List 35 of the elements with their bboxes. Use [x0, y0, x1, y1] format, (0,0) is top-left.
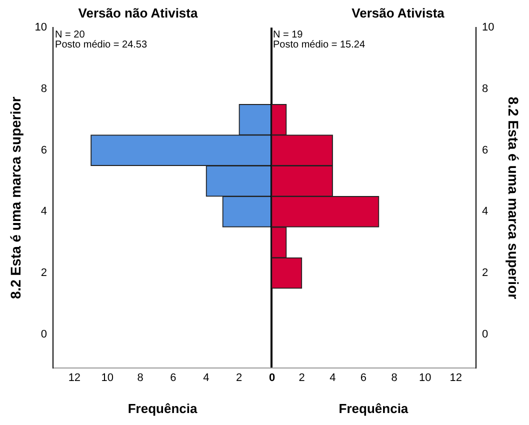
chart-title: Versão Ativista	[352, 5, 446, 20]
y-tick-label: 4	[482, 206, 488, 218]
x-tick-label: 4	[330, 372, 336, 384]
x-axis-title: Frequência	[338, 400, 409, 416]
x-tick-label: 10	[418, 372, 432, 384]
y-tick-label: 4	[40, 206, 48, 218]
y-tick-label: 10	[34, 22, 48, 34]
annotation: N = 20	[55, 29, 86, 40]
y-tick-label: 2	[482, 267, 488, 280]
y-tick-label: 0	[482, 328, 488, 340]
y-tick-label: 0	[40, 328, 48, 340]
y-tick-label: 6	[482, 144, 488, 156]
chart-title: Versão não Ativista	[78, 5, 198, 20]
annotation: Posto médio = 24.53	[55, 39, 148, 50]
x-tick-label: 2	[236, 372, 242, 384]
y-tick-label: 2	[40, 267, 48, 280]
x-tick-label: 12	[450, 372, 462, 384]
x-tick-label: 10	[101, 372, 114, 384]
y-axis-title: 8.2 Esta é uma marca superior	[7, 96, 24, 300]
annotation: N = 19	[273, 29, 304, 40]
x-axis-title: Frequência	[128, 400, 198, 416]
x-tick-label: 8	[391, 372, 398, 384]
y-axis-title: 8.2 Esta é uma marca superior	[506, 96, 522, 300]
x-tick-label: 12	[68, 372, 81, 384]
x-tick-label: 2	[298, 372, 305, 384]
x-tick-label: 8	[137, 372, 144, 384]
x-tick-label: 0	[268, 372, 276, 384]
y-tick-label: 10	[482, 22, 494, 34]
y-tick-label: 8	[40, 83, 48, 95]
annotation: Posto médio = 15.24	[273, 39, 366, 50]
y-tick-label: 6	[40, 144, 48, 156]
x-tick-label: 6	[360, 372, 367, 384]
y-tick-label: 8	[482, 83, 488, 95]
x-tick-label: 6	[170, 372, 176, 384]
x-tick-label: 4	[203, 372, 210, 384]
